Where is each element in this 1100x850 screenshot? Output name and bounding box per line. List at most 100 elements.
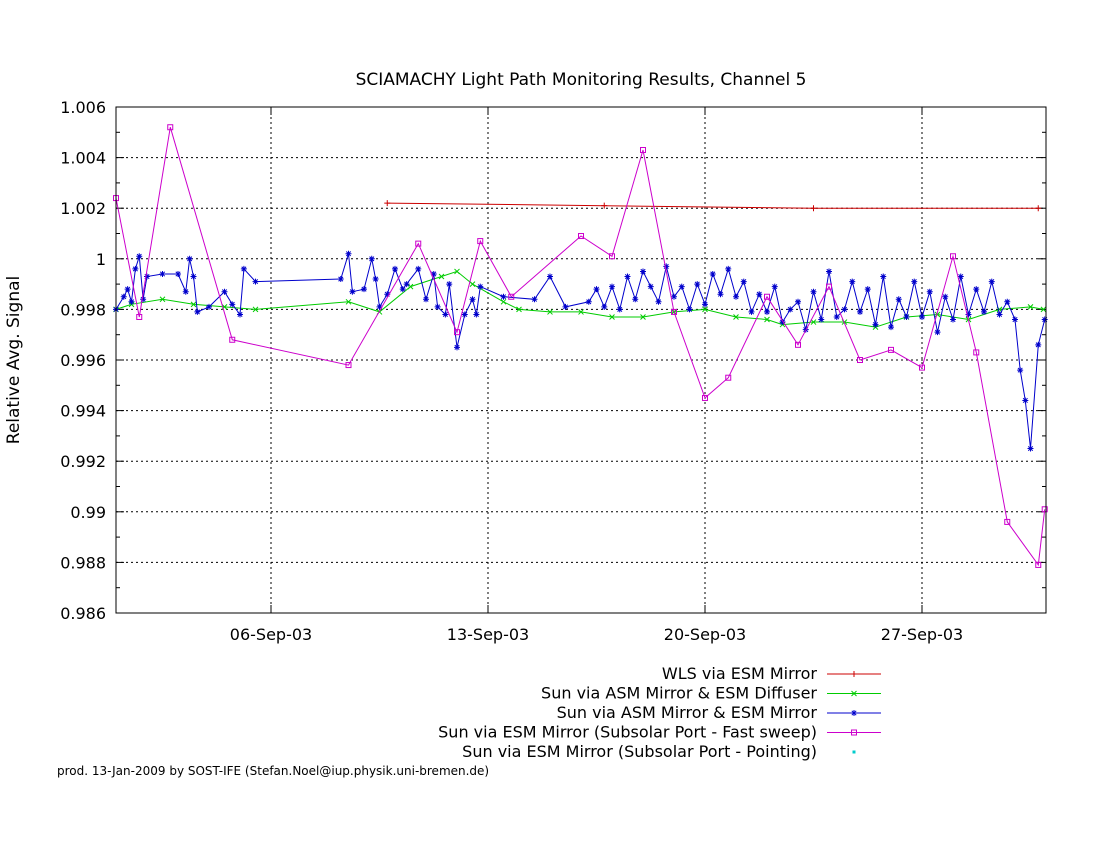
data-point [957, 273, 964, 280]
data-point [136, 313, 143, 320]
data-point [888, 346, 894, 353]
data-point [872, 321, 879, 328]
y-tick-label: 1.006 [60, 98, 106, 117]
data-point [337, 276, 344, 283]
data-point [547, 273, 553, 280]
x-tick-label: 20-Sep-03 [664, 625, 746, 644]
data-point [399, 286, 406, 293]
data-point [1035, 561, 1042, 568]
data-point [903, 313, 910, 320]
data-point [624, 273, 631, 280]
data-point [392, 265, 398, 272]
data-point [795, 341, 801, 348]
data-point [237, 311, 243, 318]
data-point [640, 314, 646, 320]
legend-label: Sun via ASM Mirror & ESM Mirror [557, 703, 818, 722]
data-point [473, 311, 480, 318]
data-point [1012, 316, 1018, 323]
data-point [585, 298, 592, 305]
plot-border [115, 106, 1047, 614]
data-point [477, 238, 484, 245]
data-point [919, 313, 925, 320]
data-point [833, 313, 840, 320]
data-point [632, 296, 639, 303]
data-point [733, 314, 739, 320]
data-point [851, 690, 857, 697]
data-point [895, 296, 902, 303]
data-point [186, 255, 193, 262]
data-point [841, 306, 848, 313]
data-point [950, 253, 956, 260]
y-tick-label: 0.986 [60, 604, 106, 623]
y-tick-label: 0.992 [60, 452, 106, 471]
legend-label: WLS via ESM Mirror [662, 664, 818, 683]
data-point [229, 301, 236, 308]
legend-label: Sun via ESM Mirror (Subsolar Port - Fast… [438, 723, 817, 742]
data-point [880, 273, 887, 280]
data-point [438, 273, 445, 280]
data-point [647, 283, 654, 290]
data-point [663, 263, 670, 270]
data-point [640, 268, 646, 275]
data-point [500, 298, 507, 305]
data-point [140, 296, 147, 303]
data-point [1022, 397, 1029, 404]
data-point [469, 296, 476, 303]
data-point [454, 344, 460, 351]
data-point [771, 283, 778, 290]
data-point [407, 283, 414, 290]
data-point [547, 309, 553, 315]
data-point [919, 364, 925, 371]
data-point [717, 291, 724, 298]
data-point [167, 124, 174, 131]
data-point [477, 283, 484, 290]
data-point [206, 303, 212, 310]
data-point [857, 357, 863, 363]
series-group [113, 124, 1048, 568]
data-point [942, 293, 949, 300]
data-point [733, 293, 739, 300]
y-tick-label: 1 [96, 250, 106, 269]
data-point [950, 316, 956, 323]
data-point [981, 308, 987, 315]
data-point [787, 306, 794, 313]
data-point [508, 293, 515, 300]
data-point [702, 394, 708, 401]
x-tick-label: 06-Sep-03 [230, 625, 312, 644]
data-point [851, 710, 857, 716]
grid-lines [116, 107, 1046, 613]
data-point [500, 293, 507, 300]
data-point [601, 303, 608, 310]
series-sun-via-esm-mirror-subsolar-port-fast-sweep- [113, 124, 1048, 568]
data-point [640, 147, 646, 154]
y-tick-label: 0.998 [60, 300, 106, 319]
legend-label: Sun via ESM Mirror (Subsolar Port - Poin… [462, 742, 817, 761]
data-point [616, 306, 623, 313]
legend: WLS via ESM Mirror Sun via ASM Mirror & E… [438, 664, 881, 761]
data-point [686, 306, 693, 313]
data-point [345, 250, 352, 257]
data-point [988, 278, 995, 285]
data-point [423, 296, 429, 303]
data-point [175, 270, 181, 277]
series-sun-via-asm-mirror-esm-diffuser [113, 268, 1047, 330]
data-point [764, 308, 770, 315]
data-point [810, 205, 817, 212]
series-wls-via-esm-mirror [384, 200, 1042, 212]
data-point [136, 253, 143, 260]
data-point [120, 293, 127, 300]
data-point [372, 276, 379, 283]
data-point [826, 283, 832, 290]
data-point [1040, 306, 1047, 313]
data-point [461, 311, 468, 318]
y-tick-label: 1.002 [60, 199, 106, 218]
data-point [740, 278, 747, 285]
y-axis-label: Relative Avg. Signal [4, 276, 24, 444]
data-point [182, 288, 189, 295]
data-point [601, 202, 608, 209]
chart-title: SCIAMACHY Light Path Monitoring Results,… [356, 70, 807, 90]
data-point [415, 265, 422, 272]
data-point [764, 316, 770, 323]
data-point [852, 750, 856, 754]
